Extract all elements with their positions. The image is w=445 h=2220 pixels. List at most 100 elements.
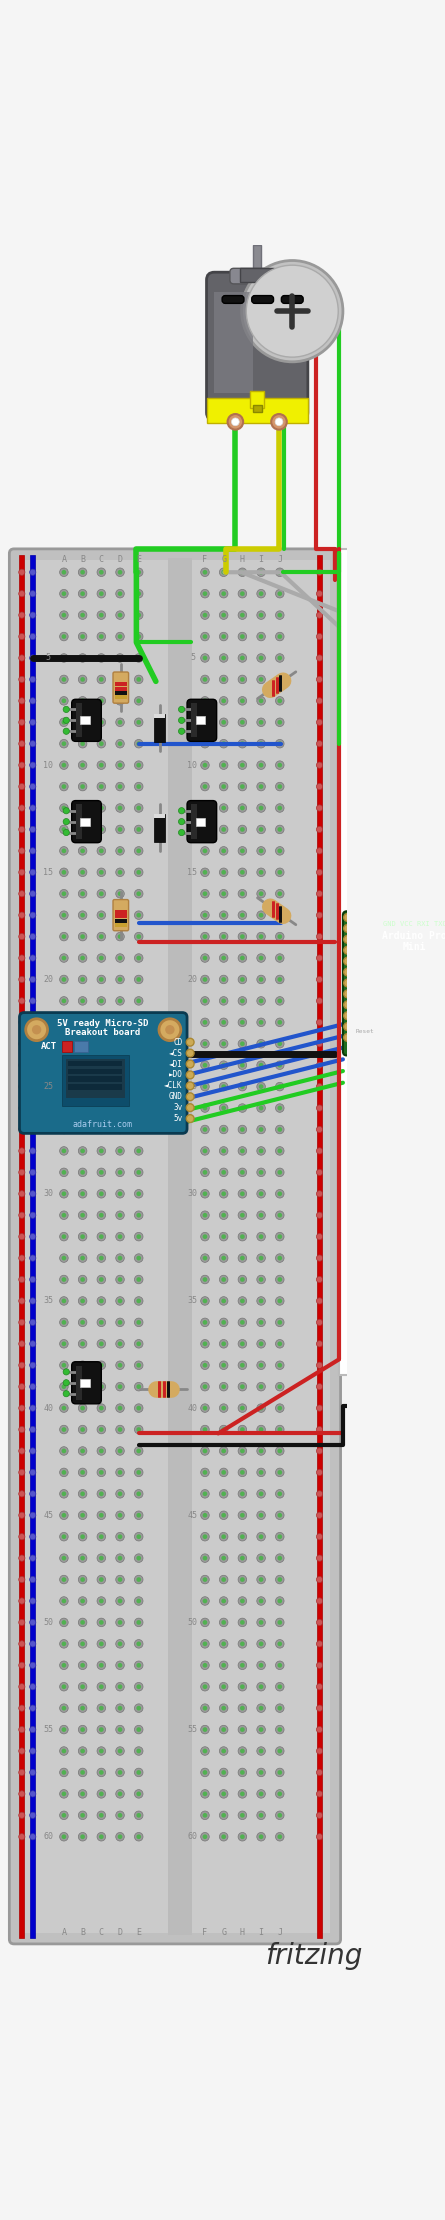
- Circle shape: [80, 1450, 85, 1454]
- Circle shape: [136, 1170, 141, 1174]
- Circle shape: [178, 706, 185, 713]
- Circle shape: [201, 1190, 209, 1199]
- Circle shape: [63, 1390, 69, 1396]
- Circle shape: [202, 1234, 207, 1239]
- Circle shape: [19, 1663, 25, 1669]
- Circle shape: [61, 1663, 66, 1667]
- Circle shape: [80, 848, 85, 852]
- FancyBboxPatch shape: [72, 801, 101, 844]
- Circle shape: [275, 1103, 284, 1112]
- Circle shape: [78, 1789, 87, 1798]
- Circle shape: [271, 415, 287, 431]
- Circle shape: [219, 739, 228, 748]
- Circle shape: [30, 761, 36, 768]
- Circle shape: [257, 1190, 265, 1199]
- Circle shape: [116, 1083, 124, 1090]
- Circle shape: [240, 1019, 245, 1026]
- Circle shape: [60, 1383, 68, 1392]
- Circle shape: [117, 806, 122, 810]
- Circle shape: [240, 977, 245, 981]
- Circle shape: [259, 613, 263, 617]
- Circle shape: [134, 1210, 143, 1219]
- Circle shape: [257, 568, 265, 577]
- Circle shape: [275, 1039, 284, 1048]
- Circle shape: [134, 1832, 143, 1840]
- Circle shape: [259, 828, 263, 832]
- Circle shape: [80, 571, 85, 575]
- Circle shape: [134, 1039, 143, 1048]
- Circle shape: [238, 1126, 247, 1134]
- Circle shape: [78, 846, 87, 855]
- Text: 25: 25: [187, 1081, 198, 1090]
- Circle shape: [60, 1190, 68, 1199]
- Text: F: F: [202, 1929, 207, 1938]
- Circle shape: [134, 1512, 143, 1518]
- Bar: [250, 391, 264, 408]
- Circle shape: [238, 697, 247, 706]
- Circle shape: [80, 1083, 85, 1090]
- Circle shape: [99, 1834, 104, 1838]
- Circle shape: [202, 1041, 207, 1046]
- Circle shape: [219, 910, 228, 919]
- Circle shape: [136, 1598, 141, 1603]
- Circle shape: [63, 819, 69, 826]
- Circle shape: [97, 1490, 105, 1499]
- Circle shape: [277, 1385, 282, 1390]
- Circle shape: [19, 1148, 25, 1154]
- Bar: [214, 291, 253, 393]
- Circle shape: [60, 1490, 68, 1499]
- Circle shape: [257, 588, 265, 597]
- Circle shape: [63, 1370, 69, 1374]
- Text: 20: 20: [187, 975, 198, 983]
- Circle shape: [60, 1146, 68, 1154]
- Circle shape: [80, 1641, 85, 1647]
- Circle shape: [116, 846, 124, 855]
- Circle shape: [19, 1618, 25, 1625]
- Circle shape: [80, 828, 85, 832]
- Circle shape: [257, 890, 265, 899]
- Circle shape: [277, 699, 282, 704]
- Circle shape: [30, 1427, 36, 1432]
- Circle shape: [60, 1254, 68, 1263]
- Circle shape: [344, 1012, 352, 1019]
- Circle shape: [136, 1083, 141, 1090]
- Circle shape: [221, 1749, 226, 1754]
- Circle shape: [238, 1725, 247, 1734]
- Circle shape: [116, 1296, 124, 1305]
- Circle shape: [116, 1596, 124, 1605]
- Circle shape: [316, 677, 323, 682]
- Circle shape: [78, 1661, 87, 1669]
- Circle shape: [116, 1832, 124, 1840]
- Circle shape: [19, 613, 25, 617]
- Bar: [74, 1041, 88, 1052]
- Circle shape: [257, 1274, 265, 1283]
- Circle shape: [259, 1063, 263, 1068]
- Circle shape: [344, 946, 352, 955]
- Circle shape: [277, 848, 282, 852]
- Circle shape: [221, 828, 226, 832]
- Circle shape: [178, 830, 185, 835]
- Circle shape: [97, 1190, 105, 1199]
- Circle shape: [316, 1299, 323, 1303]
- Circle shape: [259, 1106, 263, 1110]
- Circle shape: [277, 1128, 282, 1132]
- Circle shape: [240, 1106, 245, 1110]
- Circle shape: [136, 977, 141, 981]
- Circle shape: [221, 635, 226, 639]
- Circle shape: [277, 635, 282, 639]
- Circle shape: [275, 1274, 284, 1283]
- Circle shape: [316, 761, 323, 768]
- Circle shape: [277, 999, 282, 1003]
- Circle shape: [240, 1299, 245, 1303]
- Circle shape: [61, 1641, 66, 1647]
- Circle shape: [80, 999, 85, 1003]
- Circle shape: [275, 1296, 284, 1305]
- Circle shape: [238, 1554, 247, 1563]
- Circle shape: [80, 591, 85, 595]
- Circle shape: [60, 1447, 68, 1456]
- Circle shape: [275, 717, 284, 726]
- Bar: [154, 815, 165, 841]
- Circle shape: [30, 1576, 36, 1583]
- Circle shape: [359, 1370, 445, 1459]
- Circle shape: [80, 1470, 85, 1474]
